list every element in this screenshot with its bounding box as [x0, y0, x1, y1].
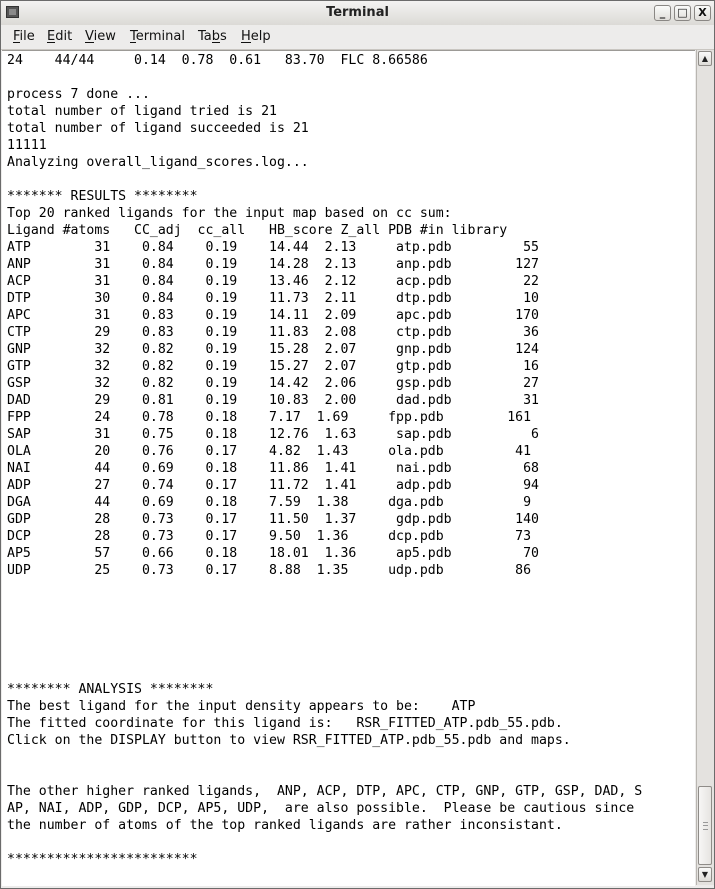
terminal-line: GSP 32 0.82 0.19 14.42 2.06 gsp.pdb 27: [7, 376, 539, 391]
terminal-line: ******** ANALYSIS ********: [7, 682, 214, 697]
mnemonic-underline: [13, 42, 20, 43]
terminal-line: [7, 171, 642, 188]
terminal-line: [7, 69, 642, 86]
menu-terminal[interactable]: Terminal: [130, 29, 185, 44]
terminal-line: DAD 29 0.81 0.19 10.83 2.00 dad.pdb 31: [7, 393, 539, 408]
terminal-line: CTP 29 0.83 0.19 11.83 2.08 ctp.pdb 36: [7, 325, 539, 340]
menu-help[interactable]: Help: [241, 29, 271, 44]
terminal-line: DCP 28 0.73 0.17 9.50 1.36 dcp.pdb 73: [7, 529, 532, 544]
terminal-line: process 7 done ...: [7, 87, 150, 102]
close-button[interactable]: X: [694, 5, 711, 21]
terminal-line: [7, 630, 642, 647]
terminal-line: GTP 32 0.82 0.19 15.27 2.07 gtp.pdb 16: [7, 359, 539, 374]
terminal-output[interactable]: 24 44/44 0.14 0.78 0.61 83.70 FLC 8.6658…: [2, 50, 695, 886]
terminal-line: AP, NAI, ADP, GDP, DCP, AP5, UDP, are al…: [7, 801, 635, 816]
terminal-line: FPP 24 0.78 0.18 7.17 1.69 fpp.pdb 161: [7, 410, 532, 425]
menu-tabs[interactable]: Tabs: [198, 29, 227, 44]
menu-edit[interactable]: Edit: [47, 29, 73, 44]
mnemonic-underline: [241, 42, 251, 43]
terminal-line: AP5 57 0.66 0.18 18.01 1.36 ap5.pdb 70: [7, 546, 539, 561]
grip-icon: [703, 822, 708, 830]
terminal-line: [7, 596, 642, 613]
menu-view[interactable]: View: [85, 29, 116, 44]
terminal-line: GDP 28 0.73 0.17 11.50 1.37 gdp.pdb 140: [7, 512, 539, 527]
terminal-line: ACP 31 0.84 0.19 13.46 2.12 acp.pdb 22: [7, 274, 539, 289]
terminal-line: GNP 32 0.82 0.19 15.28 2.07 gnp.pdb 124: [7, 342, 539, 357]
terminal-line: OLA 20 0.76 0.17 4.82 1.43 ola.pdb 41: [7, 444, 532, 459]
terminal-line: Ligand #atoms CC_adj cc_all HB_score Z_a…: [7, 223, 508, 238]
terminal-line: ADP 27 0.74 0.17 11.72 1.41 adp.pdb 94: [7, 478, 539, 493]
terminal-line: ATP 31 0.84 0.19 14.44 2.13 atp.pdb 55: [7, 240, 539, 255]
scroll-down-arrow-icon[interactable]: ▼: [698, 867, 712, 882]
terminal-line: 24 44/44 0.14 0.78 0.61 83.70 FLC 8.6658…: [7, 53, 428, 68]
terminal-line: ************************: [7, 852, 198, 867]
terminal-line: total number of ligand succeeded is 21: [7, 121, 309, 136]
terminal-line: ******* RESULTS ********: [7, 189, 198, 204]
terminal-line: [7, 664, 642, 681]
terminal-line: 11111: [7, 138, 47, 153]
terminal-line: Click on the DISPLAY button to view RSR_…: [7, 733, 571, 748]
scrollbar-thumb[interactable]: [698, 786, 712, 865]
terminal-line: UDP 25 0.73 0.17 8.88 1.35 udp.pdb 86: [7, 563, 532, 578]
terminal-line: APC 31 0.83 0.19 14.11 2.09 apc.pdb 170: [7, 308, 539, 323]
terminal-text: 24 44/44 0.14 0.78 0.61 83.70 FLC 8.6658…: [7, 52, 642, 868]
mnemonic-underline: [211, 42, 221, 43]
terminal-line: ANP 31 0.84 0.19 14.28 2.13 anp.pdb 127: [7, 257, 539, 272]
menu-file[interactable]: File: [13, 29, 35, 44]
terminal-line: [7, 613, 642, 630]
terminal-line: [7, 834, 642, 851]
menu-bar: File Edit View Terminal Tabs Help: [1, 25, 714, 50]
title-bar[interactable]: Terminal _ □ X: [1, 1, 714, 26]
terminal-line: NAI 44 0.69 0.18 11.86 1.41 nai.pdb 68: [7, 461, 539, 476]
terminal-line: DTP 30 0.84 0.19 11.73 2.11 dtp.pdb 10: [7, 291, 539, 306]
mnemonic-underline: [85, 42, 94, 43]
terminal-app-icon[interactable]: [6, 6, 19, 18]
terminal-line: The other higher ranked ligands, ANP, AC…: [7, 784, 643, 799]
terminal-line: DGA 44 0.69 0.18 7.59 1.38 dga.pdb 9: [7, 495, 532, 510]
terminal-line: total number of ligand tried is 21: [7, 104, 277, 119]
minimize-button[interactable]: _: [654, 5, 671, 21]
vertical-scrollbar[interactable]: ▲ ▼: [696, 50, 714, 885]
terminal-line: [7, 749, 642, 766]
mnemonic-underline: [47, 42, 56, 43]
terminal-line: [7, 766, 642, 783]
mnemonic-underline: [130, 42, 136, 43]
terminal-line: SAP 31 0.75 0.18 12.76 1.63 sap.pdb 6: [7, 427, 539, 442]
terminal-line: Top 20 ranked ligands for the input map …: [7, 206, 452, 221]
maximize-button[interactable]: □: [674, 5, 691, 21]
terminal-line: the number of atoms of the top ranked li…: [7, 818, 563, 833]
window-title: Terminal: [326, 5, 389, 20]
scroll-up-arrow-icon[interactable]: ▲: [698, 51, 712, 66]
terminal-line: Analyzing overall_ligand_scores.log...: [7, 155, 309, 170]
terminal-line: [7, 647, 642, 664]
terminal-line: The fitted coordinate for this ligand is…: [7, 716, 563, 731]
terminal-line: The best ligand for the input density ap…: [7, 699, 476, 714]
terminal-line: [7, 579, 642, 596]
